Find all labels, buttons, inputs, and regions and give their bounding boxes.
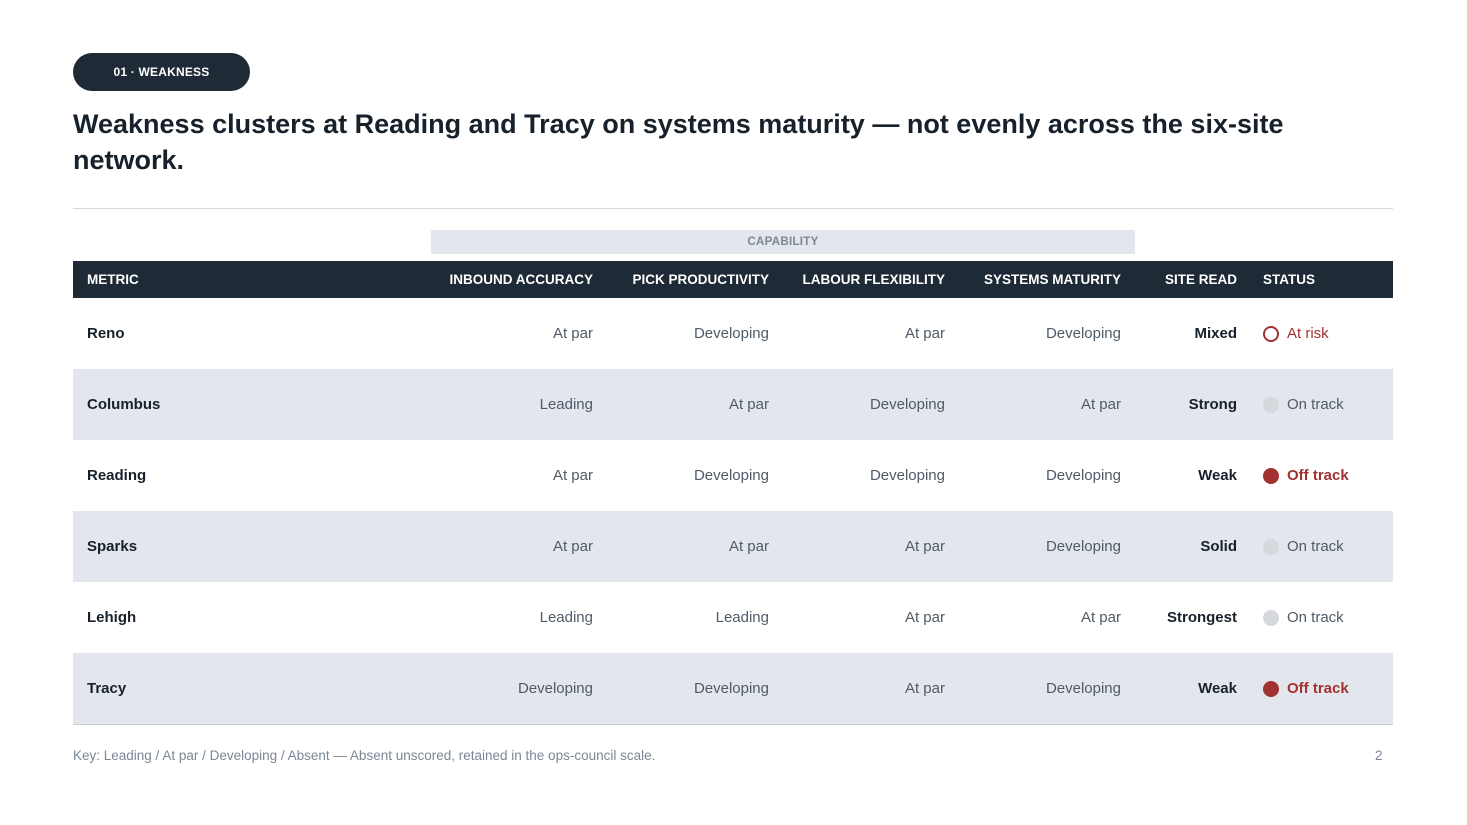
grey-dot-icon [1263, 538, 1279, 555]
site-name: Reading [87, 467, 147, 484]
ring-icon [1263, 325, 1279, 342]
site-name: Columbus [87, 396, 161, 413]
systems-maturity-cell: At par [1080, 396, 1121, 413]
table-row: Columbus Leading At par Developing At pa… [73, 369, 1393, 440]
site-read-cell: Strong [1188, 396, 1237, 413]
systems-maturity-cell: Developing [1045, 325, 1121, 342]
header-site-read: SITE READ [1164, 272, 1237, 287]
status-label: On track [1287, 538, 1344, 555]
table-row: Reading At par Developing Developing Dev… [73, 440, 1393, 511]
systems-maturity-cell: Developing [1045, 538, 1121, 555]
divider [73, 208, 1393, 209]
pick-productivity-cell: At par [728, 538, 769, 555]
labour-flexibility-cell: At par [904, 680, 945, 697]
systems-maturity-cell: Developing [1045, 680, 1121, 697]
section-tag: 01 · WEAKNESS [73, 53, 250, 91]
pick-productivity-cell: Leading [715, 609, 769, 626]
site-read-cell: Solid [1200, 538, 1237, 555]
site-read-cell: Strongest [1166, 609, 1237, 626]
site-name: Reno [87, 325, 125, 342]
header-inbound-accuracy: INBOUND ACCURACY [449, 272, 594, 287]
grey-dot-icon [1263, 609, 1279, 626]
site-read-cell: Weak [1198, 467, 1237, 484]
status-label: At risk [1287, 325, 1329, 342]
site-read-cell: Weak [1198, 680, 1237, 697]
red-dot-icon [1263, 680, 1279, 697]
red-dot-icon [1263, 467, 1279, 484]
status-label: On track [1287, 396, 1344, 413]
grey-dot-icon [1263, 396, 1279, 413]
header-metric: METRIC [87, 272, 139, 287]
status-cell: On track [1263, 396, 1344, 413]
inbound-accuracy-cell: Leading [539, 396, 593, 413]
inbound-accuracy-cell: Leading [539, 609, 593, 626]
page-title: Weakness clusters at Reading and Tracy o… [73, 109, 1284, 175]
pick-productivity-cell: Developing [693, 467, 769, 484]
labour-flexibility-cell: At par [904, 538, 945, 555]
systems-maturity-cell: Developing [1045, 467, 1121, 484]
header-status: STATUS [1263, 272, 1315, 287]
footnote-key: Key: Leading / At par / Developing / Abs… [73, 748, 656, 763]
status-label: On track [1287, 609, 1344, 626]
status-label: Off track [1287, 467, 1349, 484]
labour-flexibility-cell: Developing [869, 467, 945, 484]
header-pick-productivity: PICK PRODUCTIVITY [632, 272, 769, 287]
table-row: Sparks At par At par At par Developing S… [73, 511, 1393, 582]
capability-group-header: CAPABILITY [431, 230, 1135, 254]
page-number: 2 [1375, 748, 1383, 763]
status-cell: On track [1263, 538, 1344, 555]
table-row: Lehigh Leading Leading At par At par Str… [73, 582, 1393, 653]
site-name: Sparks [87, 538, 138, 555]
inbound-accuracy-cell: At par [552, 467, 593, 484]
pick-productivity-cell: Developing [693, 325, 769, 342]
table-header: METRIC INBOUND ACCURACY PICK PRODUCTIVIT… [73, 261, 1393, 298]
site-name: Lehigh [87, 609, 137, 626]
inbound-accuracy-cell: At par [552, 538, 593, 555]
site-capability-table: METRIC INBOUND ACCURACY PICK PRODUCTIVIT… [73, 261, 1393, 725]
inbound-accuracy-cell: At par [552, 325, 593, 342]
status-cell: Off track [1263, 467, 1349, 484]
site-read-cell: Mixed [1194, 325, 1237, 342]
labour-flexibility-cell: At par [904, 325, 945, 342]
inbound-accuracy-cell: Developing [517, 680, 593, 697]
pick-productivity-cell: At par [728, 396, 769, 413]
status-cell: Off track [1263, 680, 1349, 697]
status-cell: At risk [1263, 325, 1329, 342]
status-label: Off track [1287, 680, 1349, 697]
status-cell: On track [1263, 609, 1344, 626]
pick-productivity-cell: Developing [693, 680, 769, 697]
site-name: Tracy [87, 680, 127, 697]
header-systems-maturity: SYSTEMS MATURITY [983, 272, 1121, 287]
table-row: Tracy Developing Developing At par Devel… [73, 653, 1393, 725]
header-labour-flexibility: LABOUR FLEXIBILITY [802, 272, 946, 287]
labour-flexibility-cell: At par [904, 609, 945, 626]
systems-maturity-cell: At par [1080, 609, 1121, 626]
labour-flexibility-cell: Developing [869, 396, 945, 413]
table-row: Reno At par Developing At par Developing… [73, 298, 1393, 369]
